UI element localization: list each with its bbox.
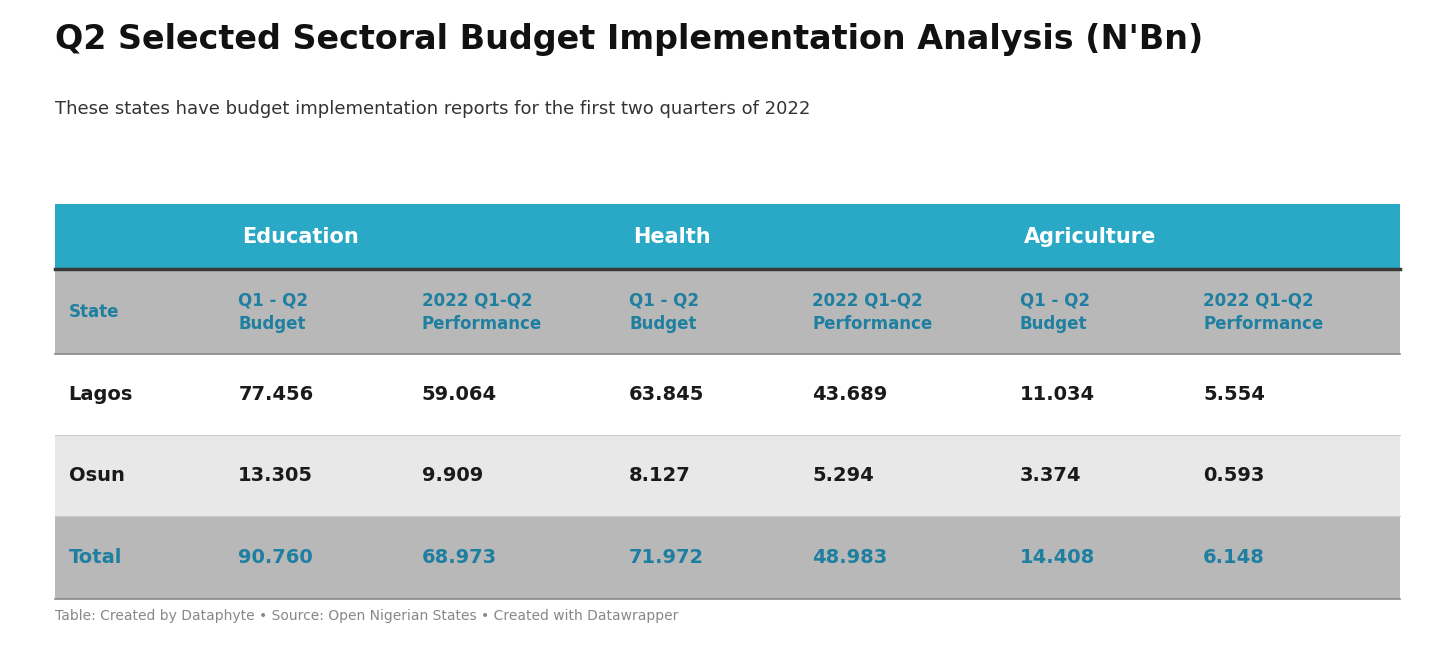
Text: Agriculture: Agriculture xyxy=(1024,227,1156,247)
Text: 0.593: 0.593 xyxy=(1204,467,1264,485)
Text: Health: Health xyxy=(632,227,710,247)
Text: Q1 - Q2
Budget: Q1 - Q2 Budget xyxy=(1020,291,1090,332)
Text: Q2 Selected Sectoral Budget Implementation Analysis (N'Bn): Q2 Selected Sectoral Budget Implementati… xyxy=(55,23,1202,56)
Text: Osun: Osun xyxy=(69,467,124,485)
Text: Education: Education xyxy=(242,227,359,247)
Text: 5.294: 5.294 xyxy=(812,467,874,485)
Text: Q1 - Q2
Budget: Q1 - Q2 Budget xyxy=(629,291,698,332)
Text: Q1 - Q2
Budget: Q1 - Q2 Budget xyxy=(238,291,308,332)
Text: 43.689: 43.689 xyxy=(812,386,887,404)
Text: 90.760: 90.760 xyxy=(238,548,312,568)
Text: 11.034: 11.034 xyxy=(1020,386,1094,404)
Text: 63.845: 63.845 xyxy=(629,386,704,404)
Text: These states have budget implementation reports for the first two quarters of 20: These states have budget implementation … xyxy=(55,100,811,119)
Text: Total: Total xyxy=(69,548,122,568)
Text: 77.456: 77.456 xyxy=(238,386,314,404)
Text: 48.983: 48.983 xyxy=(812,548,887,568)
Text: 3.374: 3.374 xyxy=(1020,467,1081,485)
Text: 14.408: 14.408 xyxy=(1020,548,1094,568)
Text: 5.554: 5.554 xyxy=(1204,386,1266,404)
Text: 59.064: 59.064 xyxy=(422,386,497,404)
Text: 6.148: 6.148 xyxy=(1204,548,1266,568)
Text: 2022 Q1-Q2
Performance: 2022 Q1-Q2 Performance xyxy=(422,291,541,332)
Text: 8.127: 8.127 xyxy=(629,467,691,485)
Text: 68.973: 68.973 xyxy=(422,548,497,568)
Text: State: State xyxy=(69,303,120,321)
Text: Lagos: Lagos xyxy=(69,386,132,404)
Text: 71.972: 71.972 xyxy=(629,548,704,568)
Text: Table: Created by Dataphyte • Source: Open Nigerian States • Created with Datawr: Table: Created by Dataphyte • Source: Op… xyxy=(55,609,678,623)
Text: 13.305: 13.305 xyxy=(238,467,314,485)
Text: 2022 Q1-Q2
Performance: 2022 Q1-Q2 Performance xyxy=(1204,291,1323,332)
Text: 2022 Q1-Q2
Performance: 2022 Q1-Q2 Performance xyxy=(812,291,933,332)
Text: 9.909: 9.909 xyxy=(422,467,482,485)
